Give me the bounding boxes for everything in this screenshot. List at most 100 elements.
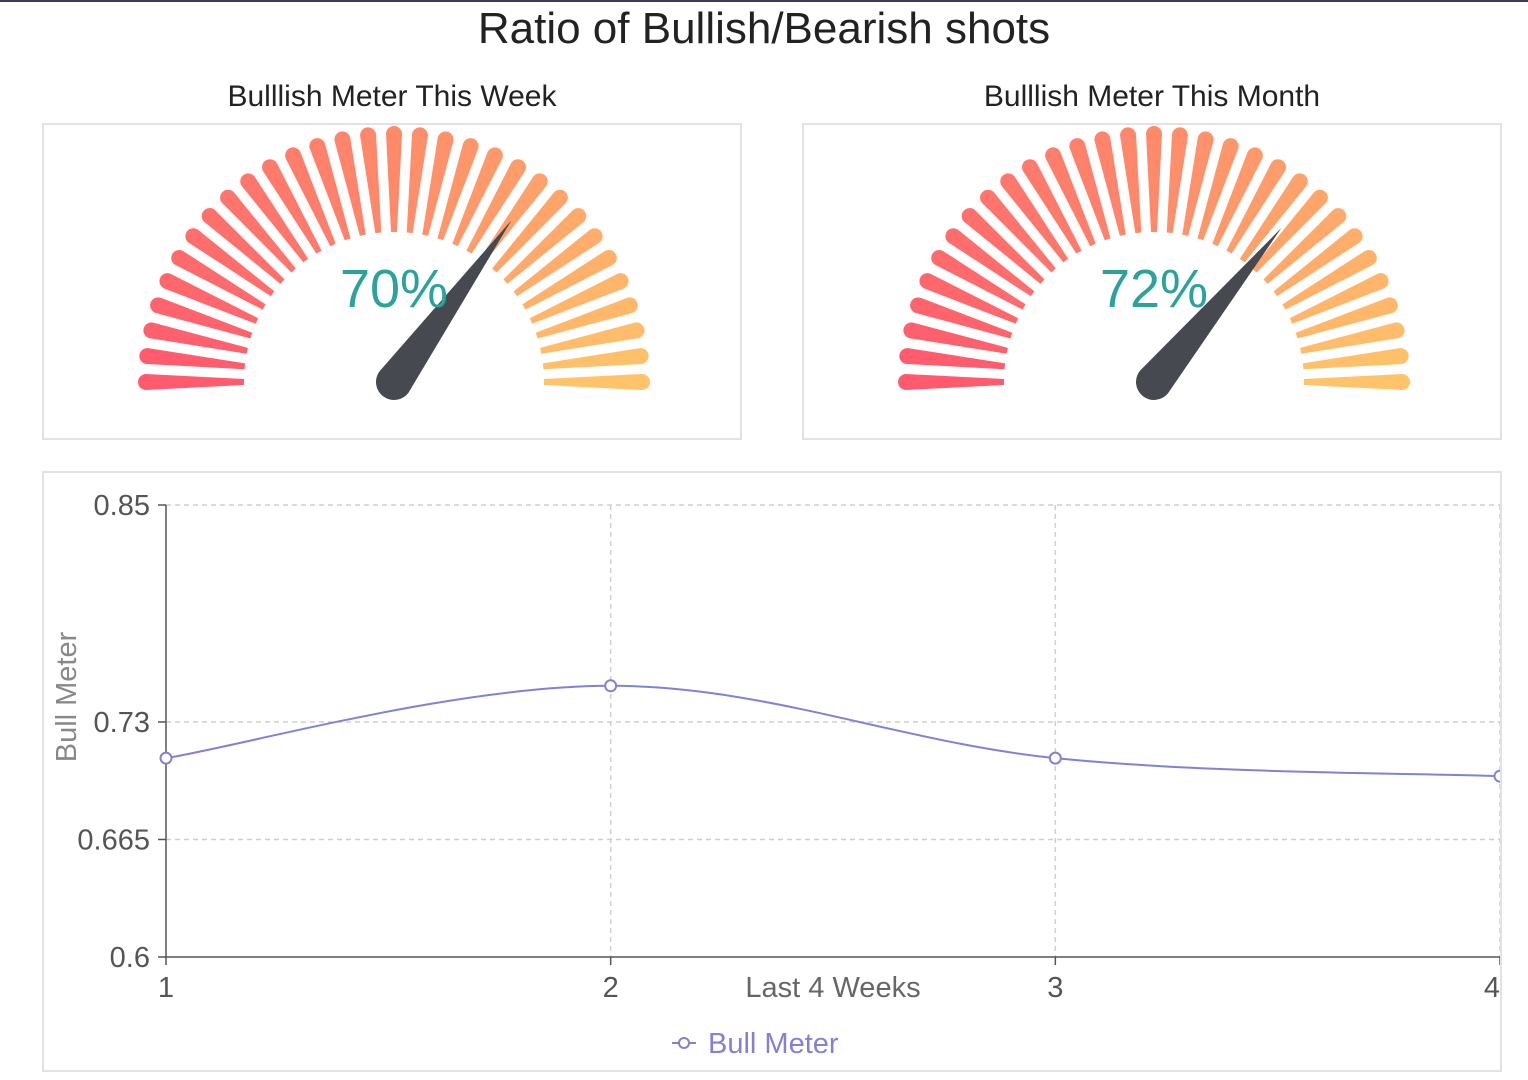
gauge-tick xyxy=(919,273,1019,324)
gauge-tick xyxy=(899,348,1006,370)
gauge-tick xyxy=(159,273,259,324)
gauge-tick xyxy=(334,131,366,236)
y-tick-label: 0.85 xyxy=(94,490,150,522)
gauge-tick xyxy=(285,147,336,247)
legend-label: Bull Meter xyxy=(708,1028,839,1060)
gauge-tick xyxy=(945,228,1035,297)
gauge-tick xyxy=(542,348,649,370)
x-axis-label: Last 4 Weeks xyxy=(745,972,920,1004)
gauge-tick xyxy=(522,250,617,310)
gauge-tick xyxy=(201,208,285,284)
gauge-month-needle xyxy=(1136,227,1282,401)
top-rule xyxy=(0,0,1528,2)
gauge-tick xyxy=(503,208,587,284)
data-point[interactable] xyxy=(604,679,618,693)
gauge-tick xyxy=(1226,159,1286,254)
chart-axes xyxy=(158,504,1500,965)
gauge-tick xyxy=(540,322,645,354)
gauge-tick xyxy=(1197,138,1239,241)
chart-legend[interactable]: Bull Meter xyxy=(672,1028,839,1060)
gauge-tick xyxy=(1069,138,1111,241)
gauge-tick xyxy=(1022,159,1082,254)
gauge-tick xyxy=(466,159,526,254)
x-tick-label: 2 xyxy=(603,972,619,1004)
gauge-tick xyxy=(386,126,402,232)
x-tick-labels: 1 2 3 4 xyxy=(158,972,1500,1004)
data-point[interactable] xyxy=(1493,769,1501,783)
gauge-tick xyxy=(1045,147,1096,247)
gauge-tick xyxy=(150,297,253,339)
gauge-month-scale xyxy=(898,126,1410,390)
gauge-tick xyxy=(422,131,454,236)
series-line-bull-meter xyxy=(165,684,1500,778)
gauge-week-scale xyxy=(138,126,650,390)
gauge-tick xyxy=(1289,273,1389,324)
gauge-tick xyxy=(1304,374,1410,390)
gauge-tick xyxy=(1302,348,1409,370)
gauge-tick xyxy=(1146,126,1162,232)
gauge-month-title: Bulllish Meter This Month xyxy=(983,80,1321,113)
gauge-tick xyxy=(143,322,248,354)
gauge-tick xyxy=(1000,173,1069,263)
gauge-tick xyxy=(1166,127,1188,234)
gauge-tick xyxy=(1120,127,1142,234)
gauge-month-panel: 72% xyxy=(802,123,1502,440)
gauge-week-panel: 70% xyxy=(42,123,742,440)
gauge-tick xyxy=(1300,322,1405,354)
gauge-week: 70% xyxy=(138,126,650,401)
gauge-tick xyxy=(360,127,382,234)
gauge-tick xyxy=(1273,228,1363,297)
legend-marker-dot xyxy=(678,1037,690,1049)
gauge-tick xyxy=(1263,208,1347,284)
gauge-tick xyxy=(492,189,568,273)
gauge-week-needle xyxy=(375,220,512,401)
gauge-tick xyxy=(529,273,629,324)
data-point[interactable] xyxy=(159,751,173,765)
gauge-tick xyxy=(139,348,246,370)
gauge-tick xyxy=(544,374,650,390)
gauge-tick xyxy=(961,208,1045,284)
gauge-tick xyxy=(903,322,1008,354)
gauge-tick xyxy=(513,228,603,297)
gauge-tick xyxy=(1212,147,1263,247)
gauge-tick xyxy=(262,159,322,254)
x-tick-label: 3 xyxy=(1047,972,1063,1004)
gauge-tick xyxy=(240,173,309,263)
gauge-tick xyxy=(171,250,266,310)
gauge-month-value: 72% xyxy=(1100,259,1208,319)
gauge-tick xyxy=(910,297,1013,339)
gauge-tick xyxy=(406,127,428,234)
y-tick-label: 0.6 xyxy=(110,942,150,974)
page-title: Ratio of Bullish/Bearish shots xyxy=(477,4,1051,53)
gauge-tick xyxy=(931,250,1026,310)
line-chart-panel: 0.6 0.665 0.73 0.85 1 2 3 4 Last 4 Weeks Bull … xyxy=(42,471,1502,1072)
gauge-tick xyxy=(980,189,1056,273)
series-points xyxy=(159,679,1501,783)
y-axis-label: Bull Meter xyxy=(51,631,83,762)
gauge-tick xyxy=(1252,189,1328,273)
gauge-week-title: Bulllish Meter This Week xyxy=(227,80,557,113)
gauge-tick xyxy=(220,189,296,273)
x-tick-label: 4 xyxy=(1484,972,1500,1004)
gauge-tick xyxy=(1094,131,1126,236)
gauge-week-value: 70% xyxy=(340,259,448,319)
y-tick-label: 0.73 xyxy=(94,707,150,739)
y-tick-labels: 0.6 0.665 0.73 0.85 xyxy=(77,490,150,974)
gauge-tick xyxy=(452,147,503,247)
gauge-month: 72% xyxy=(898,126,1410,401)
gauge-tick xyxy=(1295,297,1398,339)
y-tick-label: 0.665 xyxy=(77,824,150,856)
gauge-tick xyxy=(1282,250,1377,310)
gauge-tick xyxy=(437,138,479,241)
gauge-tick xyxy=(1182,131,1214,236)
gauge-tick xyxy=(535,297,638,339)
x-tick-label: 1 xyxy=(158,972,174,1004)
gauge-tick xyxy=(1239,173,1308,263)
data-point[interactable] xyxy=(1048,751,1062,765)
gauge-tick xyxy=(185,228,275,297)
bull-meter-line-chart: 0.6 0.665 0.73 0.85 1 2 3 4 Last 4 Weeks Bull … xyxy=(51,490,1501,1060)
gauge-tick xyxy=(898,374,1004,390)
gauge-tick xyxy=(138,374,244,390)
chart-grid xyxy=(166,504,1500,957)
gauge-tick xyxy=(309,138,351,241)
